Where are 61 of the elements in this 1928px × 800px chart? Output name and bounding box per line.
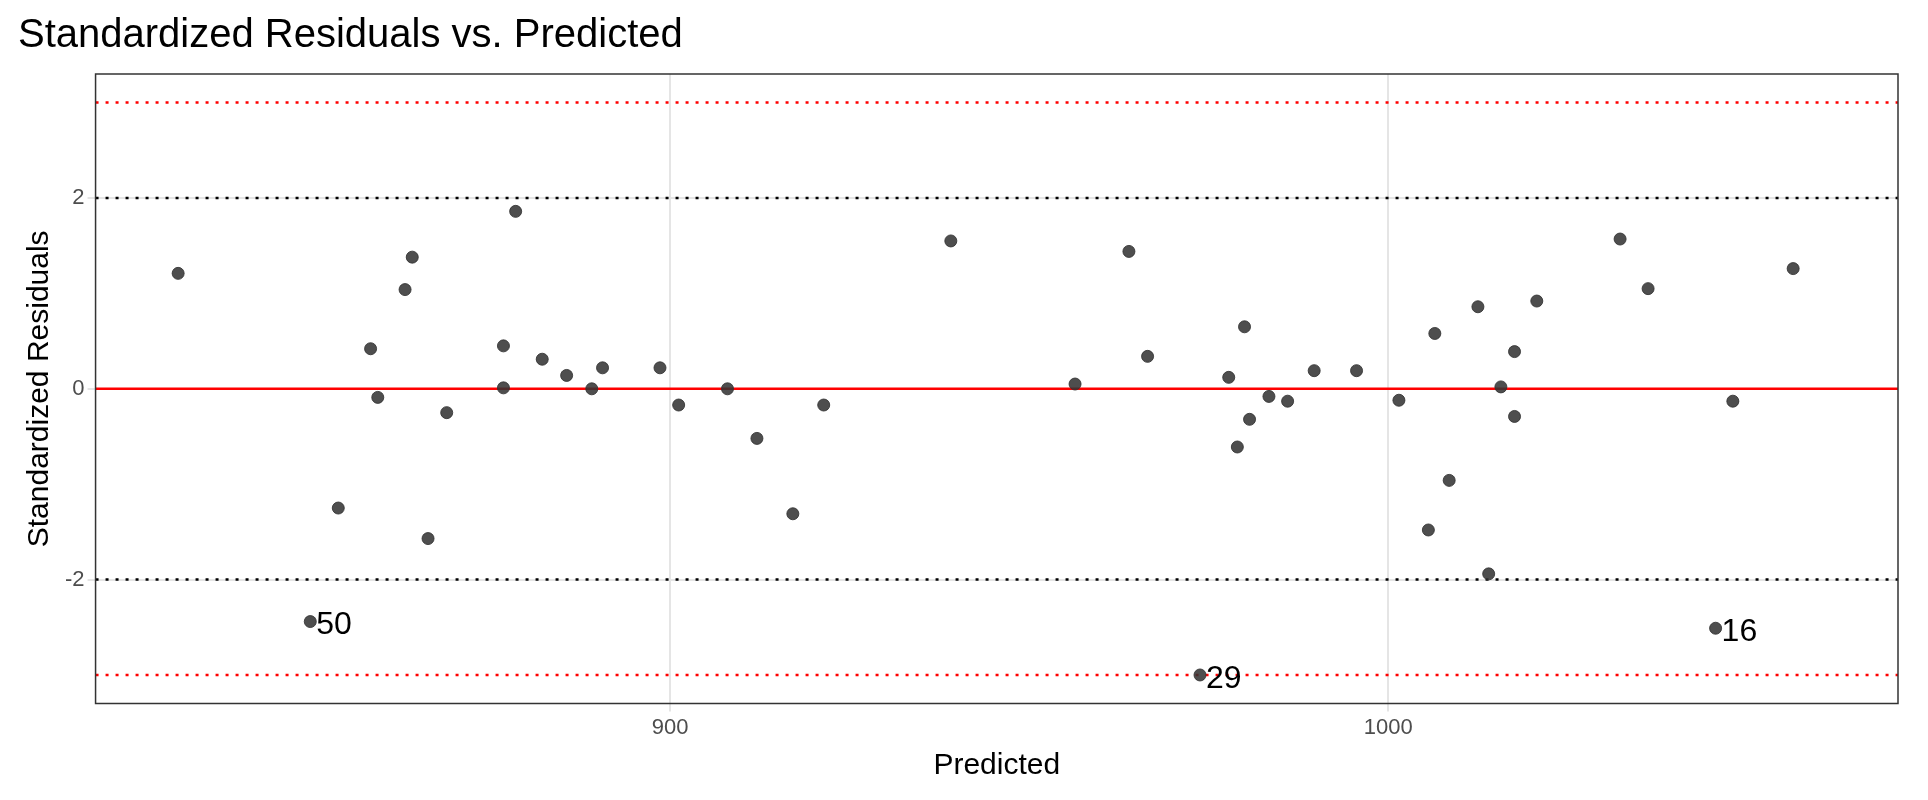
- point: [1307, 364, 1321, 378]
- x-axis-title: Predicted: [933, 747, 1061, 781]
- point: [596, 361, 610, 375]
- point: [1471, 300, 1485, 314]
- point: [1421, 523, 1435, 537]
- x-tick-label: 900: [651, 713, 689, 739]
- point: [1530, 294, 1544, 308]
- point: [1068, 377, 1082, 391]
- point: [817, 398, 831, 412]
- point: [1641, 282, 1655, 296]
- point: [1442, 473, 1456, 487]
- point: [398, 283, 412, 297]
- point: [1508, 345, 1522, 359]
- point: [1122, 244, 1136, 258]
- point: [944, 234, 958, 248]
- point: [1726, 394, 1740, 408]
- point: [1262, 389, 1276, 403]
- point: [653, 361, 667, 375]
- point: [440, 406, 454, 420]
- point: [1141, 349, 1155, 363]
- y-axis-title: Standardized Residuals: [21, 230, 55, 548]
- point: [1482, 567, 1496, 581]
- point: [421, 532, 435, 546]
- point: [509, 204, 523, 218]
- point: [1508, 409, 1522, 423]
- point: [364, 342, 378, 356]
- y-tick-label: 0: [72, 374, 85, 400]
- point: [720, 382, 734, 396]
- point: [1392, 393, 1406, 407]
- point: [1786, 262, 1800, 276]
- y-tick-label: -2: [65, 565, 85, 591]
- point: [331, 501, 345, 515]
- point: [750, 431, 764, 445]
- point: [1494, 380, 1508, 394]
- point: [1222, 370, 1236, 384]
- annotation: 50: [316, 605, 352, 642]
- point: [1243, 412, 1257, 426]
- point: [303, 615, 317, 629]
- point: [672, 398, 686, 412]
- point: [1193, 668, 1207, 682]
- point: [585, 382, 599, 396]
- point: [535, 352, 549, 366]
- annotation: 16: [1721, 612, 1758, 649]
- point: [560, 368, 574, 382]
- point: [496, 339, 510, 353]
- point: [496, 381, 510, 395]
- point: [1281, 394, 1295, 408]
- point: [786, 507, 800, 521]
- point: [1350, 364, 1364, 378]
- y-tick-label: 2: [72, 184, 85, 210]
- point: [405, 250, 419, 264]
- point: [1613, 232, 1627, 246]
- point: [1238, 320, 1252, 334]
- annotation: 29: [1206, 658, 1242, 695]
- x-tick-label: 1000: [1363, 713, 1413, 739]
- chart-title: Standardized Residuals vs. Predicted: [18, 11, 683, 56]
- point: [371, 390, 385, 404]
- point: [1709, 621, 1723, 635]
- point: [1230, 440, 1244, 454]
- point: [1428, 326, 1442, 340]
- point: [171, 266, 185, 280]
